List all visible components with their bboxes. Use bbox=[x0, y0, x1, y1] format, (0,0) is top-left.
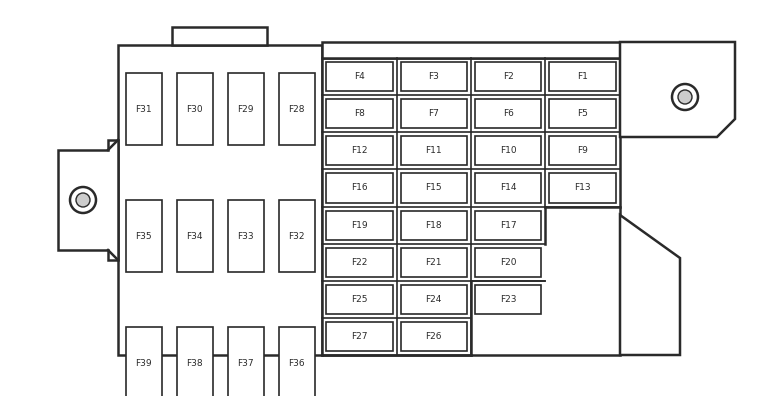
Text: F14: F14 bbox=[500, 183, 516, 192]
Bar bbox=[475, 211, 541, 240]
Bar bbox=[475, 62, 541, 91]
Bar bbox=[475, 173, 541, 202]
Bar bbox=[326, 62, 392, 91]
Bar bbox=[475, 248, 541, 277]
Text: F4: F4 bbox=[354, 72, 364, 81]
Bar bbox=[228, 200, 264, 272]
Bar bbox=[322, 58, 620, 355]
Text: F31: F31 bbox=[135, 105, 152, 114]
Text: F15: F15 bbox=[425, 183, 442, 192]
Bar bbox=[172, 27, 267, 45]
Bar bbox=[228, 73, 264, 145]
Text: F25: F25 bbox=[351, 295, 367, 304]
Circle shape bbox=[672, 84, 698, 110]
Text: F20: F20 bbox=[500, 258, 516, 267]
Bar bbox=[400, 62, 467, 91]
Text: F36: F36 bbox=[288, 358, 305, 367]
Text: F29: F29 bbox=[237, 105, 254, 114]
Text: F26: F26 bbox=[426, 332, 442, 341]
Text: F28: F28 bbox=[289, 105, 305, 114]
Bar bbox=[320, 58, 324, 355]
Text: F10: F10 bbox=[500, 146, 516, 155]
Bar bbox=[326, 173, 392, 202]
Text: F18: F18 bbox=[425, 221, 442, 230]
Text: F32: F32 bbox=[289, 232, 305, 240]
Bar bbox=[228, 327, 264, 396]
Bar bbox=[176, 73, 212, 145]
Bar bbox=[326, 248, 392, 277]
Bar bbox=[326, 322, 392, 351]
Bar bbox=[326, 211, 392, 240]
Text: F17: F17 bbox=[500, 221, 516, 230]
Bar bbox=[326, 285, 392, 314]
Bar bbox=[126, 327, 161, 396]
Circle shape bbox=[76, 193, 90, 207]
Text: F37: F37 bbox=[237, 358, 254, 367]
Text: F27: F27 bbox=[351, 332, 367, 341]
Bar bbox=[549, 99, 616, 128]
Bar bbox=[400, 173, 467, 202]
Bar bbox=[326, 136, 392, 166]
Bar bbox=[475, 99, 541, 128]
Text: F9: F9 bbox=[577, 146, 588, 155]
Bar bbox=[126, 73, 161, 145]
Bar bbox=[278, 200, 314, 272]
Bar bbox=[126, 200, 161, 272]
Text: F38: F38 bbox=[186, 358, 203, 367]
Bar bbox=[549, 62, 616, 91]
Bar bbox=[118, 45, 322, 355]
Bar bbox=[326, 99, 392, 128]
Bar bbox=[549, 136, 616, 166]
Text: F8: F8 bbox=[354, 109, 365, 118]
Text: F11: F11 bbox=[425, 146, 442, 155]
Bar bbox=[475, 136, 541, 166]
Bar bbox=[176, 327, 212, 396]
Bar bbox=[400, 248, 467, 277]
Text: F2: F2 bbox=[503, 72, 513, 81]
Text: F7: F7 bbox=[428, 109, 439, 118]
Bar bbox=[400, 211, 467, 240]
Polygon shape bbox=[620, 42, 735, 137]
Bar bbox=[400, 99, 467, 128]
Text: F12: F12 bbox=[351, 146, 367, 155]
Bar bbox=[278, 327, 314, 396]
Text: F21: F21 bbox=[426, 258, 442, 267]
Text: F16: F16 bbox=[351, 183, 367, 192]
Circle shape bbox=[678, 90, 692, 104]
Bar bbox=[400, 285, 467, 314]
Text: F34: F34 bbox=[186, 232, 203, 240]
Text: F23: F23 bbox=[500, 295, 516, 304]
Text: F35: F35 bbox=[135, 232, 152, 240]
Text: F30: F30 bbox=[186, 105, 203, 114]
Text: F22: F22 bbox=[351, 258, 367, 267]
Text: F5: F5 bbox=[577, 109, 588, 118]
Bar bbox=[322, 42, 620, 58]
Text: F13: F13 bbox=[574, 183, 591, 192]
Text: F1: F1 bbox=[577, 72, 588, 81]
Bar bbox=[475, 285, 541, 314]
Text: F39: F39 bbox=[135, 358, 152, 367]
Circle shape bbox=[70, 187, 96, 213]
Text: F3: F3 bbox=[428, 72, 439, 81]
Text: F24: F24 bbox=[426, 295, 442, 304]
Polygon shape bbox=[58, 140, 118, 260]
Bar bbox=[400, 136, 467, 166]
Bar bbox=[400, 322, 467, 351]
Bar bbox=[549, 173, 616, 202]
Polygon shape bbox=[620, 215, 680, 355]
Text: F19: F19 bbox=[351, 221, 367, 230]
Text: F33: F33 bbox=[237, 232, 254, 240]
Bar bbox=[176, 200, 212, 272]
Text: F6: F6 bbox=[503, 109, 514, 118]
Bar bbox=[278, 73, 314, 145]
